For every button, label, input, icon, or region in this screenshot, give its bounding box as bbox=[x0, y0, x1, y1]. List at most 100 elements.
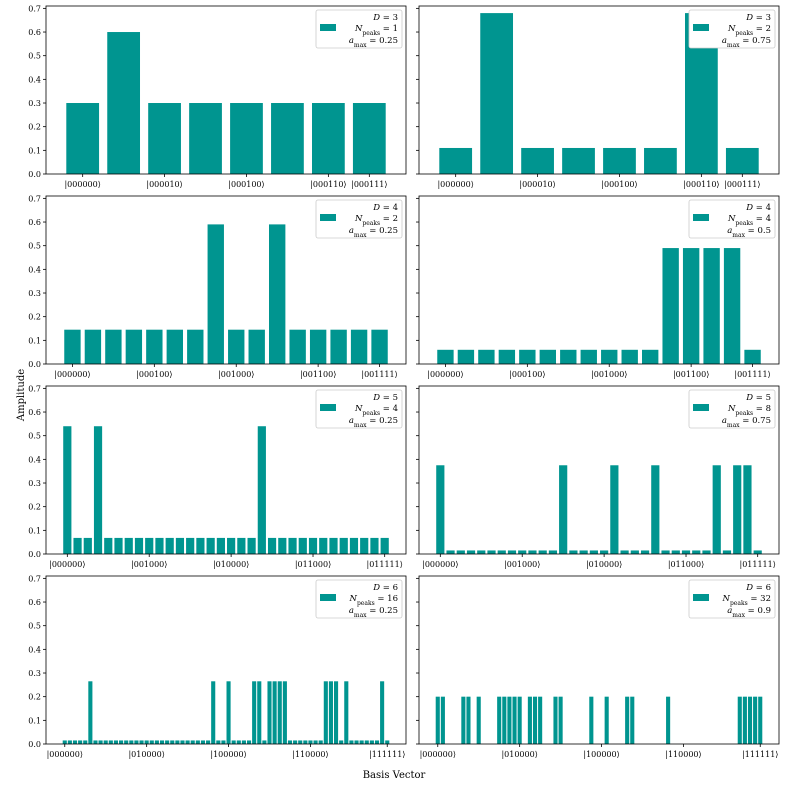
legend-line-3: amax = 0.25 bbox=[349, 36, 398, 49]
x-tick-label: |000010⟩ bbox=[146, 180, 182, 189]
bar bbox=[216, 537, 225, 554]
bar bbox=[124, 537, 133, 554]
bar bbox=[558, 696, 563, 744]
y-tick-label: 0.7 bbox=[28, 384, 41, 393]
y-tick-label: 0.2 bbox=[28, 123, 41, 132]
bar bbox=[339, 537, 348, 554]
bar bbox=[703, 248, 720, 364]
legend-swatch bbox=[693, 24, 709, 31]
y-tick-label: 0.0 bbox=[28, 740, 41, 749]
x-tick-label: |001111⟩ bbox=[361, 370, 397, 379]
bar bbox=[517, 696, 522, 744]
bar bbox=[446, 550, 455, 554]
x-tick-label: |000110⟩ bbox=[683, 180, 719, 189]
bar bbox=[600, 550, 609, 554]
panel-8: |000000⟩ |010000⟩ |100000⟩ |110000⟩ |111111⟩… bbox=[416, 575, 780, 759]
x-tick-label: |000010⟩ bbox=[519, 180, 555, 189]
bar bbox=[124, 740, 129, 744]
legend-swatch bbox=[693, 404, 709, 411]
bar bbox=[497, 550, 506, 554]
bar bbox=[165, 740, 170, 744]
bar bbox=[753, 696, 758, 744]
bar bbox=[329, 537, 338, 554]
legend-line-2: Npeaks = 32 bbox=[722, 594, 771, 607]
legend-line-1: D = 6 bbox=[745, 583, 771, 593]
legend-swatch bbox=[320, 214, 336, 221]
bar bbox=[195, 740, 200, 744]
bar bbox=[73, 537, 82, 554]
legend-line-3: amax = 0.9 bbox=[727, 606, 771, 619]
bar bbox=[440, 696, 445, 744]
legend-swatch bbox=[320, 404, 336, 411]
panel-4: |000000⟩ |000100⟩ |001000⟩ |001100⟩ |001111⟩… bbox=[416, 195, 780, 379]
x-tick-label: |011000⟩ bbox=[668, 560, 704, 569]
y-tick-label: 0.5 bbox=[28, 432, 41, 441]
legend-box bbox=[315, 9, 403, 49]
bar bbox=[507, 696, 512, 744]
axes-frame bbox=[45, 385, 407, 555]
bar bbox=[180, 740, 185, 744]
x-tick-label: |011111⟩ bbox=[367, 560, 403, 569]
legend-line-3: amax = 0.75 bbox=[722, 416, 771, 429]
bar bbox=[107, 32, 141, 174]
bar bbox=[352, 103, 386, 174]
bar bbox=[287, 740, 293, 744]
bar bbox=[527, 696, 532, 744]
bar bbox=[139, 740, 144, 744]
bar-group bbox=[435, 696, 763, 744]
bar bbox=[175, 537, 185, 554]
legend-swatch bbox=[693, 594, 709, 601]
axes-frame bbox=[418, 5, 780, 175]
legend-box bbox=[688, 389, 776, 429]
bar bbox=[519, 349, 536, 364]
bar bbox=[744, 349, 761, 364]
y-tick-label: 0.0 bbox=[28, 170, 41, 179]
bar bbox=[630, 550, 639, 554]
bar bbox=[630, 696, 635, 744]
legend-line-3: amax = 0.25 bbox=[349, 226, 398, 239]
axes-frame bbox=[418, 195, 780, 365]
x-tick-label: |000100⟩ bbox=[509, 370, 545, 379]
y-tick-label: 0.2 bbox=[28, 313, 41, 322]
bar bbox=[661, 550, 670, 554]
legend-box bbox=[688, 9, 776, 49]
bar bbox=[170, 740, 175, 744]
bar bbox=[146, 329, 163, 364]
y-tick-label: 0.5 bbox=[28, 622, 41, 631]
bar bbox=[702, 550, 711, 554]
bar bbox=[553, 696, 558, 744]
bar bbox=[498, 349, 516, 364]
x-tick-label: |000000⟩ bbox=[437, 180, 473, 189]
bar bbox=[64, 329, 81, 364]
legend-line-2: Npeaks = 2 bbox=[727, 24, 771, 37]
bar bbox=[712, 465, 721, 554]
bar bbox=[113, 740, 118, 744]
legend-line-2: Npeaks = 8 bbox=[727, 404, 771, 417]
bar bbox=[538, 550, 547, 554]
y-tick-label: 0.2 bbox=[28, 693, 41, 702]
bar bbox=[753, 550, 762, 554]
bar bbox=[380, 537, 389, 554]
bar bbox=[236, 740, 241, 744]
x-tick-label: |011111⟩ bbox=[740, 560, 776, 569]
axes-frame bbox=[45, 5, 407, 175]
bar bbox=[303, 740, 308, 744]
bar bbox=[221, 740, 226, 744]
bar bbox=[579, 550, 588, 554]
x-tick-label: |001100⟩ bbox=[300, 370, 336, 379]
bar bbox=[206, 537, 215, 554]
bar bbox=[190, 740, 195, 744]
y-tick-label: 0.4 bbox=[28, 75, 41, 84]
x-tick-label: |001100⟩ bbox=[673, 370, 709, 379]
bar bbox=[742, 696, 747, 744]
legend-line-3: amax = 0.25 bbox=[349, 606, 398, 619]
bar bbox=[298, 740, 303, 744]
bar-group bbox=[439, 13, 759, 174]
bar bbox=[319, 537, 328, 554]
bar bbox=[681, 550, 691, 554]
bar bbox=[145, 537, 154, 554]
legend-line-3: amax = 0.75 bbox=[722, 36, 771, 49]
